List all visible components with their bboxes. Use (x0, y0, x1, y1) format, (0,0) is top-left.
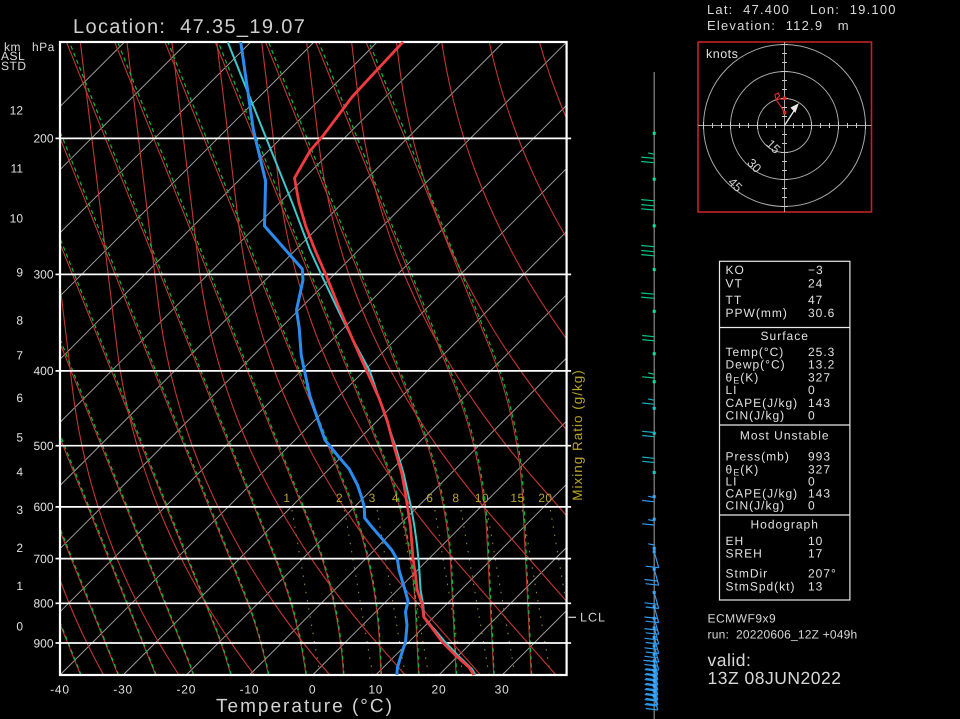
svg-text:327: 327 (808, 371, 831, 385)
svg-text:900: 900 (33, 636, 53, 650)
svg-text:Surface: Surface (761, 329, 809, 343)
svg-text:47: 47 (808, 293, 823, 307)
svg-text:6: 6 (16, 391, 23, 405)
svg-text:CIN(J/kg): CIN(J/kg) (726, 499, 786, 513)
svg-text:CAPE(J/kg): CAPE(J/kg) (726, 487, 799, 501)
svg-text:LI: LI (726, 383, 738, 397)
svg-text:SREH: SREH (726, 547, 763, 561)
svg-text:-30: -30 (113, 683, 133, 697)
svg-text:8: 8 (452, 491, 459, 505)
svg-text:ECMWF9x9: ECMWF9x9 (708, 612, 777, 626)
svg-text:-20: -20 (176, 683, 196, 697)
svg-text:11: 11 (11, 161, 24, 175)
svg-text:13: 13 (808, 580, 823, 594)
svg-text:-40: -40 (50, 683, 70, 697)
svg-text:327: 327 (808, 463, 831, 477)
svg-text:4: 4 (392, 491, 399, 505)
svg-text:knots: knots (706, 47, 738, 61)
svg-text:−3: −3 (808, 263, 824, 277)
svg-text:-10: -10 (240, 683, 260, 697)
svg-text:Temperature (°C): Temperature (°C) (216, 696, 394, 717)
svg-text:13.2: 13.2 (808, 358, 835, 372)
svg-text:2: 2 (336, 491, 343, 505)
svg-text:km: km (4, 40, 21, 54)
svg-text:25.3: 25.3 (808, 345, 835, 359)
svg-text:30.6: 30.6 (808, 306, 835, 320)
svg-text:EH: EH (726, 534, 745, 548)
svg-text:3: 3 (369, 491, 376, 505)
svg-text:400: 400 (33, 364, 53, 378)
svg-text:run: 20220606_12Z +049h: run: 20220606_12Z +049h (708, 628, 858, 642)
svg-text:LCL: LCL (580, 611, 606, 625)
svg-text:PPW(mm): PPW(mm) (726, 306, 788, 320)
svg-text:Mixing Ratio (g/kg): Mixing Ratio (g/kg) (570, 369, 585, 501)
svg-text:Press(mb): Press(mb) (726, 450, 790, 464)
svg-text:7: 7 (16, 349, 23, 363)
svg-text:207°: 207° (808, 567, 837, 581)
svg-text:10: 10 (368, 683, 383, 697)
svg-text:TT: TT (726, 293, 743, 307)
svg-text:2: 2 (16, 541, 23, 555)
svg-text:Most Unstable: Most Unstable (740, 429, 830, 443)
svg-text:10: 10 (475, 491, 489, 505)
svg-text:1: 1 (283, 491, 290, 505)
svg-text:0: 0 (309, 683, 316, 697)
svg-text:9: 9 (16, 265, 23, 279)
svg-text:STD: STD (1, 59, 27, 73)
svg-text:800: 800 (33, 597, 53, 611)
svg-text:700: 700 (33, 552, 53, 566)
svg-text:ASL: ASL (1, 49, 25, 63)
svg-text:10: 10 (808, 534, 823, 548)
svg-text:143: 143 (808, 487, 831, 501)
svg-text:0: 0 (808, 475, 816, 489)
svg-text:VT: VT (726, 277, 743, 291)
svg-text:Dewp(°C): Dewp(°C) (726, 358, 786, 372)
svg-text:3: 3 (16, 503, 23, 517)
svg-text:0: 0 (808, 409, 816, 423)
svg-text:13Z 08JUN2022: 13Z 08JUN2022 (708, 668, 842, 688)
svg-text:0: 0 (16, 620, 23, 634)
svg-text:Elevation: 112.9 m: Elevation: 112.9 m (707, 18, 850, 33)
svg-text:993: 993 (808, 450, 831, 464)
svg-text:valid:: valid: (708, 650, 752, 670)
svg-text:600: 600 (33, 500, 53, 514)
svg-text:Location: 47.35_19.07: Location: 47.35_19.07 (73, 16, 306, 38)
svg-text:StmSpd(kt): StmSpd(kt) (726, 580, 796, 594)
svg-text:1: 1 (16, 579, 23, 593)
svg-text:10: 10 (10, 211, 24, 225)
svg-text:143: 143 (808, 396, 831, 410)
svg-text:20: 20 (538, 491, 552, 505)
svg-text:CIN(J/kg): CIN(J/kg) (726, 409, 786, 423)
svg-text:12: 12 (10, 103, 24, 117)
svg-text:200: 200 (33, 132, 53, 146)
svg-text:Lon: 19.100: Lon: 19.100 (810, 2, 897, 17)
svg-text:15: 15 (510, 491, 524, 505)
svg-text:17: 17 (808, 547, 823, 561)
svg-text:KO: KO (726, 263, 745, 277)
svg-text:Hodograph: Hodograph (751, 518, 819, 532)
svg-text:LI: LI (726, 475, 738, 489)
svg-text:Temp(°C): Temp(°C) (726, 345, 785, 359)
svg-text:8: 8 (16, 314, 23, 328)
svg-text:20: 20 (431, 683, 446, 697)
svg-text:4: 4 (16, 465, 23, 479)
svg-text:300: 300 (33, 268, 53, 282)
svg-text:0: 0 (808, 383, 816, 397)
svg-text:0: 0 (808, 499, 816, 513)
svg-text:30: 30 (495, 683, 510, 697)
svg-text:24: 24 (808, 277, 823, 291)
svg-text:6: 6 (426, 491, 433, 505)
svg-text:5: 5 (16, 430, 23, 444)
svg-text:hPa: hPa (32, 40, 55, 54)
svg-text:500: 500 (33, 439, 53, 453)
svg-text:CAPE(J/kg): CAPE(J/kg) (726, 396, 799, 410)
svg-text:StmDir: StmDir (726, 567, 769, 581)
svg-text:Lat: 47.400: Lat: 47.400 (707, 2, 790, 17)
